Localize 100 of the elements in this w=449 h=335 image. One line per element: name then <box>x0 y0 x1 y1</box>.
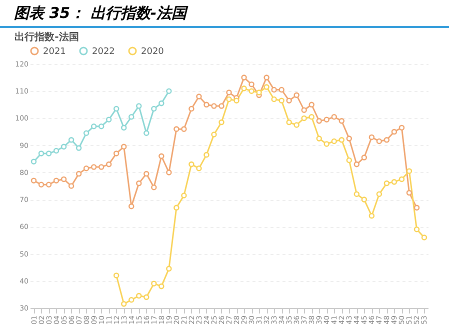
point <box>271 96 277 102</box>
point <box>301 115 307 122</box>
point <box>68 137 74 143</box>
point <box>316 118 322 124</box>
point <box>331 114 338 120</box>
point <box>113 272 120 278</box>
point <box>188 161 194 168</box>
legend-label: 2021 <box>43 46 66 57</box>
point <box>120 144 127 150</box>
point <box>324 116 330 122</box>
point <box>98 123 104 130</box>
point <box>278 86 284 93</box>
point <box>128 296 134 303</box>
point <box>398 124 405 131</box>
point <box>406 168 412 174</box>
point <box>218 119 224 126</box>
point <box>106 116 112 122</box>
point <box>46 150 52 156</box>
point <box>406 190 412 196</box>
point <box>60 144 67 150</box>
point <box>264 74 270 80</box>
point <box>308 114 314 120</box>
point <box>204 102 210 108</box>
point <box>38 150 44 156</box>
point <box>316 136 322 142</box>
point <box>248 81 254 88</box>
point <box>158 153 164 160</box>
point <box>354 161 360 168</box>
point <box>376 191 382 198</box>
point <box>271 86 277 93</box>
point <box>338 118 345 124</box>
point <box>354 191 360 198</box>
point <box>158 283 164 290</box>
point <box>166 170 172 176</box>
point <box>286 119 292 126</box>
point <box>106 161 112 168</box>
point <box>181 192 187 198</box>
legend-label: 2020 <box>141 46 164 57</box>
point <box>174 126 180 132</box>
point <box>166 266 172 272</box>
point <box>120 301 127 307</box>
chart-subtitle: 出行指数-法国 <box>14 31 79 43</box>
point <box>414 204 420 211</box>
point <box>120 124 127 131</box>
point <box>53 148 60 154</box>
point <box>68 183 74 189</box>
point <box>181 126 187 132</box>
point <box>53 178 60 184</box>
point <box>166 88 172 94</box>
point <box>46 182 52 188</box>
point <box>331 138 338 144</box>
point <box>346 157 352 164</box>
point <box>38 182 44 188</box>
point <box>384 180 390 186</box>
point <box>234 98 240 104</box>
point <box>151 106 157 112</box>
point <box>414 226 420 232</box>
point <box>338 137 345 143</box>
point <box>151 280 157 286</box>
point <box>226 90 232 96</box>
point <box>158 100 164 106</box>
point <box>211 103 217 109</box>
point <box>30 178 37 184</box>
legend-label: 2022 <box>92 46 115 57</box>
point <box>90 164 97 170</box>
point <box>278 98 284 104</box>
point <box>98 164 104 170</box>
point <box>361 196 368 202</box>
point <box>264 84 270 90</box>
point <box>361 154 368 160</box>
point <box>226 96 232 102</box>
point <box>218 103 224 109</box>
point <box>136 103 142 109</box>
point <box>83 165 90 172</box>
point <box>398 176 405 182</box>
point <box>144 170 150 177</box>
point <box>136 292 142 299</box>
point <box>241 86 247 92</box>
point <box>128 203 134 210</box>
point <box>241 74 247 80</box>
point <box>308 102 314 108</box>
point <box>294 92 300 98</box>
point <box>391 128 398 135</box>
chart-title: 图表 35： 出行指数-法国 <box>0 0 449 28</box>
point <box>113 150 120 156</box>
point <box>368 212 375 219</box>
point <box>136 180 142 186</box>
point <box>151 184 157 190</box>
point <box>248 88 254 94</box>
point <box>346 136 352 142</box>
point <box>376 138 382 144</box>
point <box>286 98 292 104</box>
point <box>76 170 82 177</box>
point <box>128 114 134 120</box>
point <box>30 158 37 164</box>
point <box>256 90 262 96</box>
point <box>421 234 428 240</box>
point <box>368 134 375 140</box>
point <box>384 137 390 143</box>
point <box>174 204 180 211</box>
